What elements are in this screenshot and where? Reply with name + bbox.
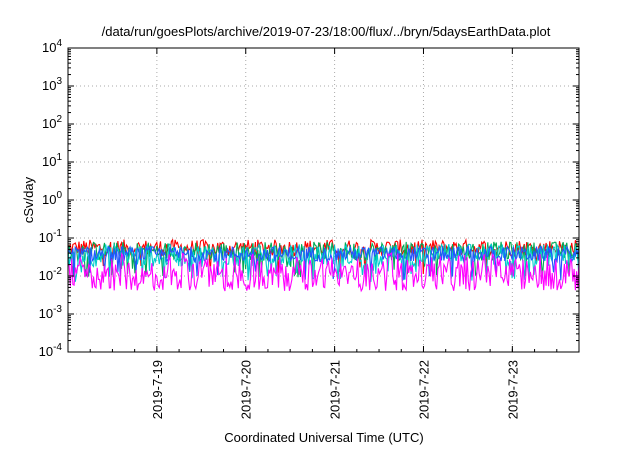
y-tick-label: 101 xyxy=(42,152,62,169)
y-axis: 10-4 10-3 10-2 10-1 100 101 102 103 104 xyxy=(39,38,579,359)
x-tick-label: 2019-7-22 xyxy=(416,360,431,419)
series-line xyxy=(67,242,580,282)
x-axis: 2019-7-19 2019-7-20 2019-7-21 2019-7-22 2019… xyxy=(89,48,558,419)
y-tick-label: 10-1 xyxy=(39,228,63,245)
y-axis-label: cSv/day xyxy=(21,176,36,223)
series-line xyxy=(67,241,580,278)
x-axis-label: Coordinated Universal Time (UTC) xyxy=(224,430,423,445)
series-line xyxy=(67,251,580,293)
x-tick-label: 2019-7-19 xyxy=(150,360,165,419)
x-tick-label: 2019-7-20 xyxy=(239,360,254,419)
y-tick-label: 104 xyxy=(42,38,62,55)
y-tick-label: 103 xyxy=(42,76,62,93)
y-tick-label: 102 xyxy=(42,114,62,131)
chart-title: /data/run/goesPlots/archive/2019-07-23/1… xyxy=(102,24,551,39)
y-tick-label: 10-3 xyxy=(39,304,63,321)
x-tick-label: 2019-7-23 xyxy=(505,360,520,419)
x-tick-label: 2019-7-21 xyxy=(328,360,343,419)
y-tick-label: 100 xyxy=(42,190,62,207)
y-tick-label: 10-4 xyxy=(39,342,63,359)
series-line xyxy=(67,244,580,281)
series-group xyxy=(67,237,580,293)
y-tick-label: 10-2 xyxy=(39,266,63,283)
grid xyxy=(68,48,579,352)
